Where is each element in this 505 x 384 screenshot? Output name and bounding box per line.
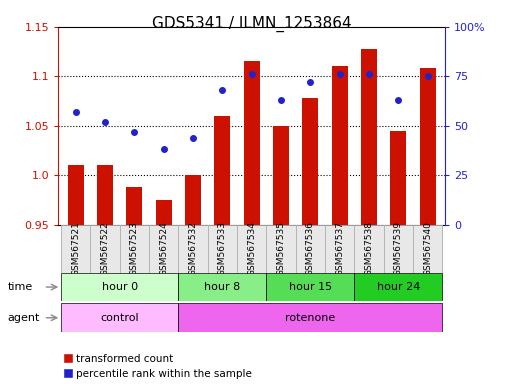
- FancyBboxPatch shape: [383, 225, 412, 273]
- Text: GSM567540: GSM567540: [422, 221, 431, 276]
- Text: GSM567536: GSM567536: [306, 221, 314, 276]
- Bar: [243, 61, 259, 225]
- Text: control: control: [100, 313, 139, 323]
- Point: [423, 73, 431, 79]
- FancyBboxPatch shape: [61, 225, 90, 273]
- Bar: [360, 49, 376, 225]
- Point: [218, 87, 226, 93]
- Text: agent: agent: [8, 313, 40, 323]
- Text: hour 8: hour 8: [204, 282, 240, 292]
- Legend: transformed count, percentile rank within the sample: transformed count, percentile rank withi…: [63, 354, 251, 379]
- Point: [160, 146, 168, 152]
- Point: [101, 119, 109, 125]
- Text: GSM567533: GSM567533: [218, 221, 226, 276]
- FancyBboxPatch shape: [149, 225, 178, 273]
- Bar: [273, 126, 288, 225]
- FancyBboxPatch shape: [178, 225, 208, 273]
- Bar: [301, 98, 318, 225]
- FancyBboxPatch shape: [178, 303, 441, 332]
- Text: GSM567538: GSM567538: [364, 221, 373, 276]
- Text: rotenone: rotenone: [285, 313, 335, 323]
- Bar: [185, 175, 201, 225]
- Text: GSM567537: GSM567537: [334, 221, 343, 276]
- FancyBboxPatch shape: [237, 225, 266, 273]
- Bar: [156, 200, 172, 225]
- Text: GSM567522: GSM567522: [100, 221, 110, 276]
- Text: GSM567532: GSM567532: [188, 221, 197, 276]
- FancyBboxPatch shape: [324, 225, 353, 273]
- Bar: [419, 68, 435, 225]
- FancyBboxPatch shape: [61, 273, 178, 301]
- Text: GDS5341 / ILMN_1253864: GDS5341 / ILMN_1253864: [152, 15, 351, 31]
- Bar: [331, 66, 347, 225]
- Bar: [214, 116, 230, 225]
- FancyBboxPatch shape: [412, 225, 441, 273]
- FancyBboxPatch shape: [354, 225, 383, 273]
- FancyBboxPatch shape: [295, 225, 324, 273]
- Text: GSM567534: GSM567534: [247, 221, 256, 276]
- Text: hour 0: hour 0: [102, 282, 137, 292]
- Point: [335, 71, 343, 78]
- Point: [189, 134, 197, 141]
- Point: [393, 97, 401, 103]
- Point: [364, 71, 372, 78]
- Bar: [97, 166, 113, 225]
- FancyBboxPatch shape: [61, 303, 178, 332]
- Point: [276, 97, 284, 103]
- FancyBboxPatch shape: [354, 273, 441, 301]
- FancyBboxPatch shape: [266, 225, 295, 273]
- Text: GSM567521: GSM567521: [71, 221, 80, 276]
- Text: GSM567535: GSM567535: [276, 221, 285, 276]
- FancyBboxPatch shape: [120, 225, 149, 273]
- FancyBboxPatch shape: [266, 273, 353, 301]
- Text: hour 24: hour 24: [376, 282, 419, 292]
- Bar: [68, 166, 84, 225]
- Point: [130, 129, 138, 135]
- Text: hour 15: hour 15: [288, 282, 331, 292]
- FancyBboxPatch shape: [90, 225, 120, 273]
- Text: time: time: [8, 282, 33, 292]
- Text: GSM567523: GSM567523: [130, 221, 139, 276]
- FancyBboxPatch shape: [208, 225, 237, 273]
- Point: [72, 109, 80, 115]
- Text: GSM567539: GSM567539: [393, 221, 402, 276]
- Point: [306, 79, 314, 85]
- Bar: [126, 187, 142, 225]
- Text: GSM567524: GSM567524: [159, 221, 168, 276]
- Point: [247, 71, 256, 78]
- FancyBboxPatch shape: [178, 273, 266, 301]
- Bar: [389, 131, 406, 225]
